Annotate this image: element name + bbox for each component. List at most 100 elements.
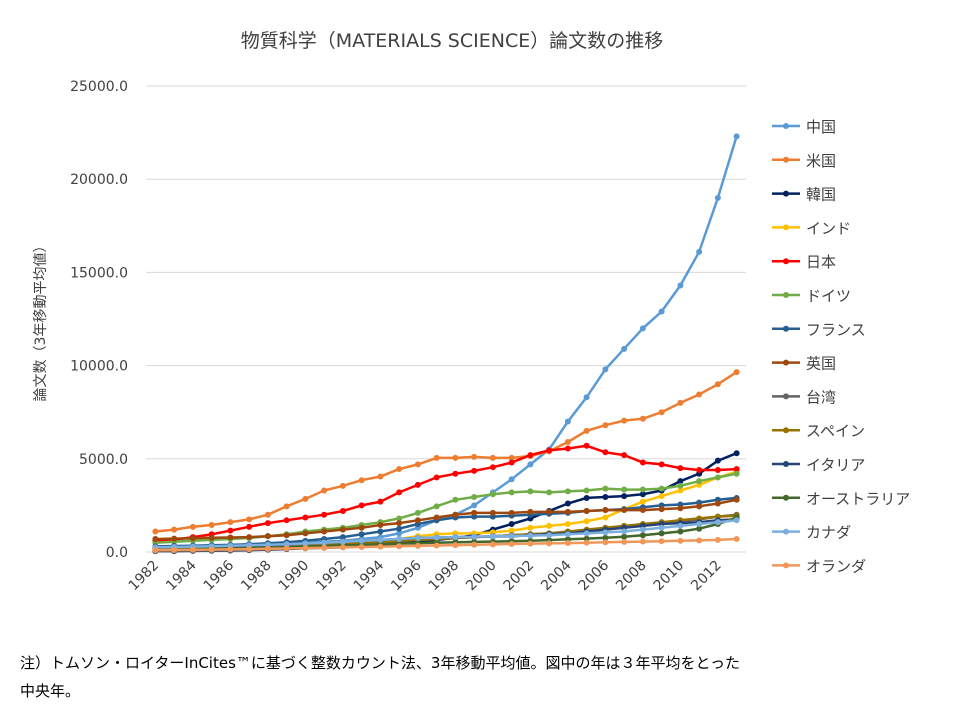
- data-point: [396, 530, 403, 537]
- legend-marker: [783, 258, 789, 265]
- data-point: [171, 546, 178, 553]
- data-point: [602, 529, 609, 536]
- x-tick-label: 1982: [126, 558, 163, 595]
- data-point: [396, 525, 403, 532]
- data-point: [508, 532, 515, 539]
- data-point: [602, 494, 609, 501]
- data-point: [264, 533, 271, 540]
- data-point: [396, 466, 403, 473]
- data-point: [227, 546, 234, 553]
- data-point: [152, 528, 159, 535]
- data-point: [677, 465, 684, 472]
- data-point: [714, 457, 721, 464]
- data-point: [733, 470, 740, 477]
- data-point: [508, 527, 515, 534]
- data-point: [377, 543, 384, 550]
- data-point: [658, 485, 665, 492]
- data-point: [733, 133, 740, 140]
- data-point: [339, 507, 346, 514]
- data-point: [414, 481, 421, 488]
- data-point: [621, 533, 628, 540]
- data-point: [471, 502, 478, 509]
- data-point: [396, 515, 403, 522]
- data-point: [489, 491, 496, 498]
- data-point: [283, 545, 290, 552]
- data-point: [396, 543, 403, 550]
- data-point: [546, 447, 553, 454]
- data-point: [283, 541, 290, 548]
- x-tick-label: 2004: [538, 557, 575, 594]
- legend-label: 韓国: [806, 186, 836, 204]
- data-point: [564, 540, 571, 547]
- data-point: [358, 524, 365, 531]
- data-point: [377, 528, 384, 535]
- data-point: [639, 507, 646, 514]
- data-point: [677, 399, 684, 406]
- data-point: [677, 522, 684, 529]
- data-point: [583, 535, 590, 542]
- data-point: [677, 282, 684, 289]
- data-point: [658, 461, 665, 468]
- data-point: [171, 535, 178, 542]
- x-tick-label: 2008: [613, 558, 650, 595]
- data-point: [677, 505, 684, 512]
- data-point: [621, 528, 628, 535]
- data-point: [658, 308, 665, 315]
- data-point: [302, 545, 309, 552]
- legend-marker: [783, 393, 789, 400]
- data-point: [714, 381, 721, 388]
- data-point: [246, 523, 253, 530]
- data-point: [339, 538, 346, 545]
- data-point: [658, 506, 665, 513]
- data-point: [583, 530, 590, 537]
- data-point: [621, 493, 628, 500]
- data-point: [414, 542, 421, 549]
- data-point: [583, 487, 590, 494]
- x-tick-label: 1994: [351, 557, 388, 594]
- data-point: [471, 509, 478, 516]
- data-point: [639, 526, 646, 533]
- data-point: [321, 544, 328, 551]
- data-point: [602, 539, 609, 546]
- data-point: [658, 409, 665, 416]
- data-point: [339, 526, 346, 533]
- legend-marker: [783, 528, 789, 535]
- data-point: [714, 519, 721, 526]
- data-point: [264, 520, 271, 527]
- data-point: [264, 545, 271, 552]
- data-point: [733, 450, 740, 457]
- data-point: [189, 523, 196, 530]
- data-point: [621, 345, 628, 352]
- data-point: [696, 537, 703, 544]
- data-point: [471, 453, 478, 460]
- data-point: [471, 467, 478, 474]
- legend-label: オーストラリア: [806, 490, 910, 508]
- data-point: [339, 482, 346, 489]
- legend-label: インド: [806, 219, 851, 237]
- data-point: [583, 394, 590, 401]
- data-point: [602, 449, 609, 456]
- legend-marker: [783, 359, 789, 366]
- data-point: [508, 540, 515, 547]
- data-point: [471, 494, 478, 501]
- data-point: [527, 488, 534, 495]
- legend-label: カナダ: [806, 524, 851, 542]
- x-tick-label: 1996: [388, 557, 425, 594]
- data-point: [489, 509, 496, 516]
- y-axis-label: 論文数（3年移動平均値）: [33, 239, 49, 402]
- data-point: [433, 534, 440, 541]
- x-tick-label: 1988: [238, 558, 275, 595]
- data-point: [639, 415, 646, 422]
- data-point: [452, 511, 459, 518]
- y-tick-label: 15000.0: [70, 265, 128, 281]
- data-point: [433, 514, 440, 521]
- data-point: [564, 439, 571, 446]
- data-point: [358, 477, 365, 484]
- data-point: [414, 535, 421, 542]
- data-point: [546, 540, 553, 547]
- data-point: [302, 495, 309, 502]
- data-point: [658, 524, 665, 531]
- data-point: [658, 530, 665, 537]
- data-point: [546, 532, 553, 539]
- data-point: [639, 486, 646, 493]
